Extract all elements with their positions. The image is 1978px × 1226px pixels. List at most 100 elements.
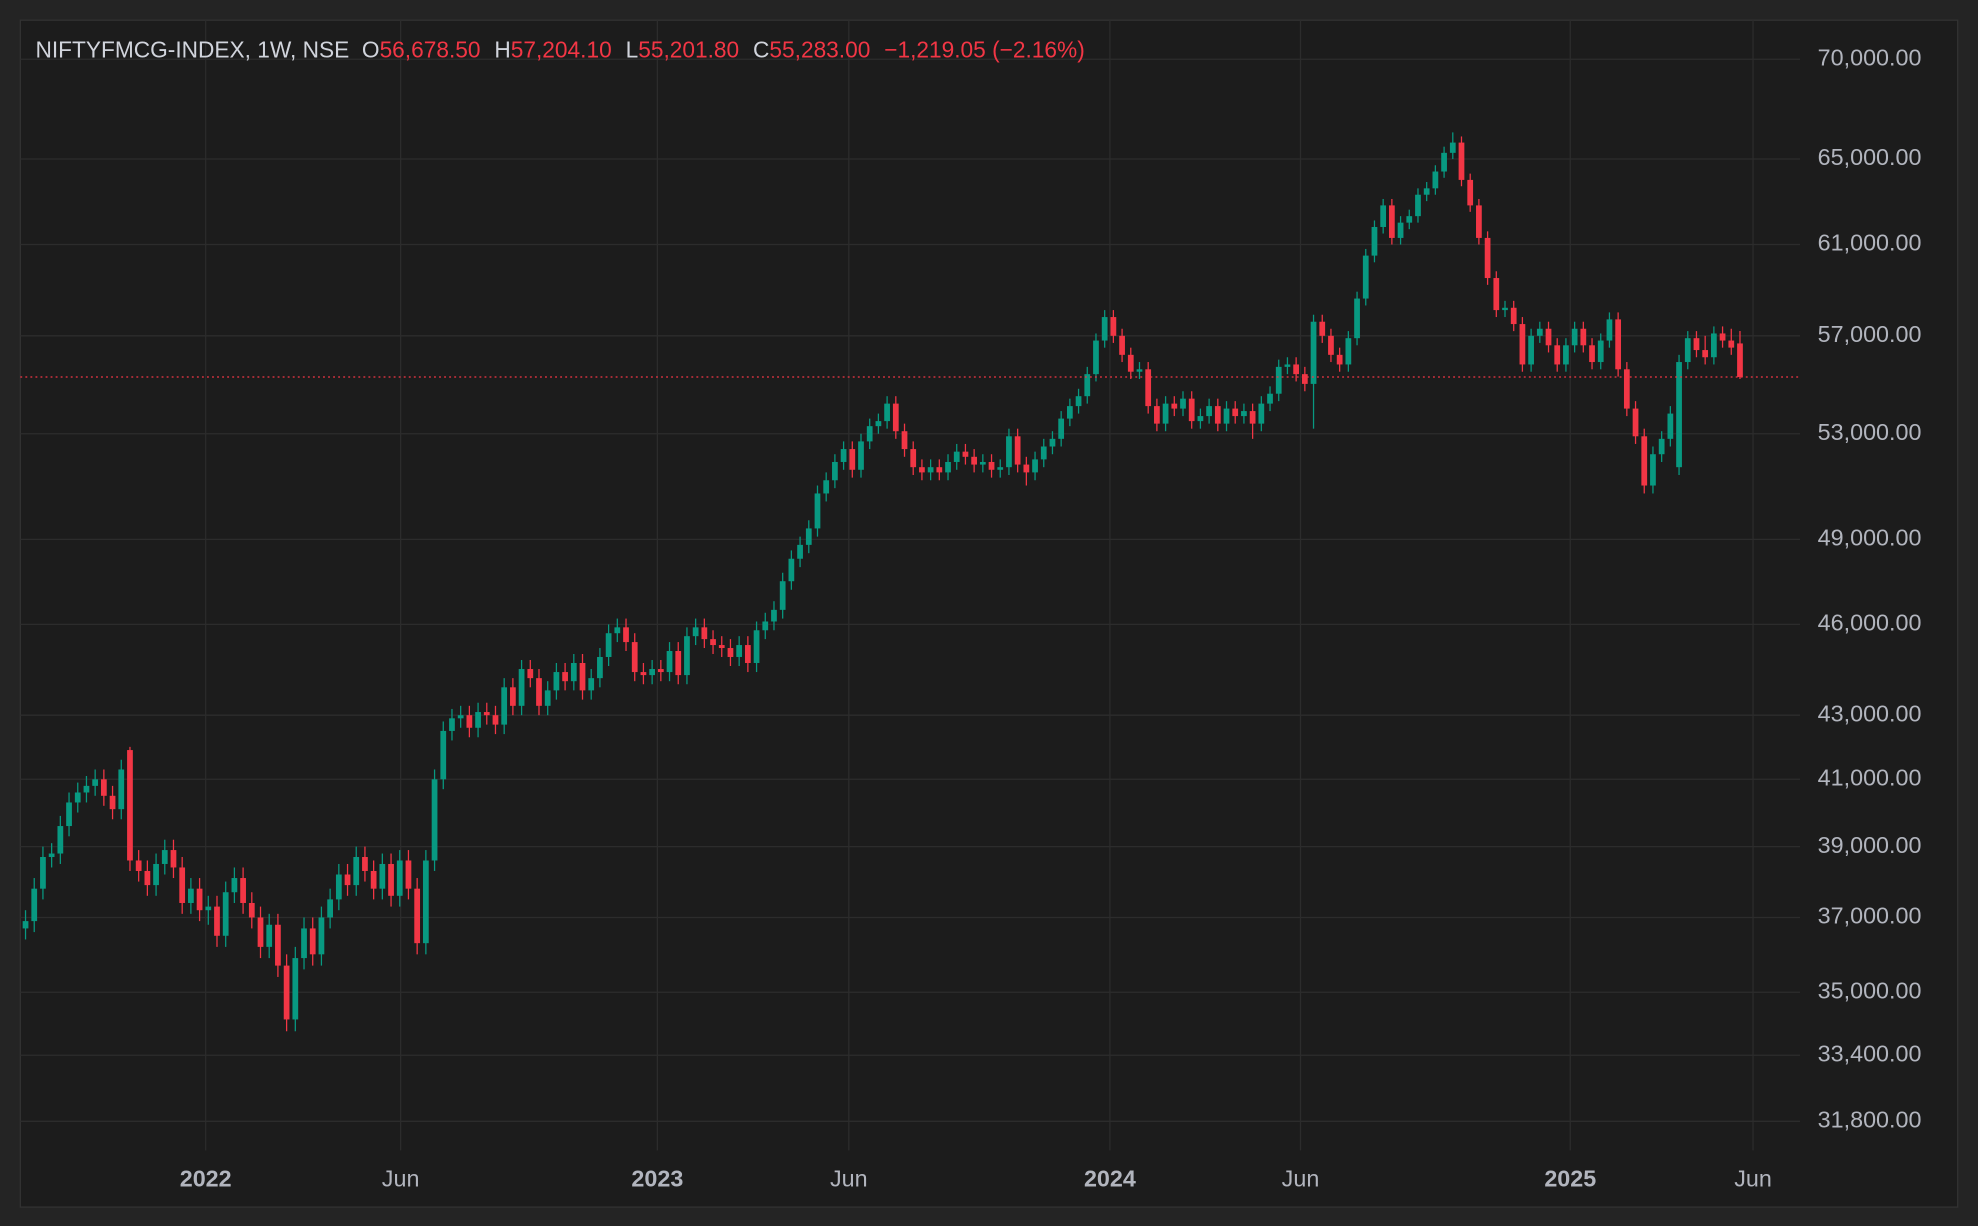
candle-body: [1693, 338, 1700, 351]
candle-body: [1223, 408, 1230, 424]
candle-body: [1162, 403, 1169, 424]
candle-body: [1615, 319, 1622, 370]
candle-body: [301, 928, 307, 959]
candle-body: [1154, 406, 1160, 424]
candle-body: [762, 621, 769, 631]
candle-body: [597, 656, 603, 679]
candle-body: [1371, 226, 1378, 256]
candle-body: [771, 609, 777, 622]
x-tick-label: Jun: [1734, 1166, 1772, 1192]
candle-body: [83, 785, 90, 793]
candle-body: [1702, 350, 1709, 358]
candle-body: [205, 906, 212, 911]
candle-body: [527, 669, 534, 679]
candle-body: [1641, 436, 1648, 486]
candle-body: [40, 856, 46, 889]
candle-body: [1032, 459, 1038, 473]
candle-body: [1597, 340, 1604, 363]
candle-body: [1319, 321, 1326, 336]
candle-body: [927, 467, 934, 473]
candle-body: [736, 645, 743, 657]
candle-body: [544, 690, 551, 706]
ohlc-value: 55,201.80: [638, 37, 739, 63]
candle-body: [1536, 328, 1543, 336]
candle-body: [1049, 438, 1056, 447]
candle-body: [1267, 393, 1273, 404]
candle-body: [1040, 446, 1047, 460]
candle-body: [431, 779, 438, 861]
candle-body: [501, 687, 508, 725]
candle-body: [414, 888, 421, 944]
candle-body: [196, 888, 203, 911]
candle-body: [979, 461, 986, 465]
candle-body: [814, 493, 821, 529]
candle-body: [283, 965, 290, 1020]
candle-body: [457, 715, 464, 719]
candle-body: [74, 792, 81, 803]
candle-body: [779, 581, 786, 610]
candle-body: [936, 467, 943, 473]
candle-body: [701, 627, 708, 640]
candle-body: [153, 863, 159, 886]
candle-body: [797, 544, 803, 559]
x-tick-label: 2022: [180, 1166, 232, 1192]
candle-body: [1354, 298, 1360, 339]
ohlc-value: 57,204.10: [511, 37, 612, 63]
candle-body: [1502, 307, 1508, 311]
x-tick-label: 2025: [1544, 1166, 1596, 1192]
candle-body: [1014, 436, 1021, 465]
y-tick-label: 57,000.00: [1818, 321, 1922, 347]
y-tick-label: 35,000.00: [1818, 977, 1922, 1003]
y-tick-label: 70,000.00: [1818, 44, 1922, 70]
candle-body: [849, 449, 856, 470]
ohlc-value: 55,283.00: [769, 37, 870, 63]
candle-body: [649, 669, 656, 676]
candle-body: [971, 456, 978, 465]
candle-body: [1563, 345, 1569, 365]
grid: [20, 20, 1801, 1151]
candle-body: [536, 678, 542, 706]
candle-body: [257, 917, 264, 947]
candle-body: [744, 645, 751, 663]
candle-body: [396, 860, 403, 896]
candle-body: [1006, 436, 1012, 468]
candle-body: [1476, 205, 1482, 238]
candle-body: [1310, 321, 1317, 384]
candle-body: [31, 888, 38, 922]
candle-body: [1728, 340, 1735, 348]
candle-body: [222, 892, 229, 936]
y-tick-label: 46,000.00: [1818, 610, 1922, 636]
candle-body: [1241, 411, 1247, 417]
candle-body: [1101, 317, 1108, 341]
x-tick-label: Jun: [1282, 1166, 1320, 1192]
candle-body: [1684, 338, 1691, 363]
ohlc-value: 56,678.50: [380, 37, 481, 63]
candle-body: [100, 779, 107, 796]
candle-body: [48, 853, 55, 857]
candle-body: [1093, 340, 1099, 375]
y-tick-label: 41,000.00: [1818, 764, 1922, 790]
candle-body: [1284, 364, 1291, 367]
candle-body: [1449, 142, 1456, 153]
candle-body: [666, 651, 673, 673]
candle-body: [901, 431, 908, 450]
candle-body: [1554, 345, 1561, 365]
candle-body: [179, 867, 186, 903]
candle-body: [1380, 205, 1387, 227]
candle-body: [388, 863, 394, 896]
candle-body: [718, 645, 725, 649]
candle-body: [1606, 319, 1613, 341]
ohlc-label: O: [362, 37, 380, 63]
candle-body: [832, 461, 838, 481]
candle-body: [657, 669, 664, 673]
candle-body: [1719, 333, 1726, 341]
candle-body: [422, 860, 429, 944]
candle-body: [710, 639, 716, 646]
candle-body: [1362, 255, 1369, 299]
candle-body: [1458, 142, 1465, 180]
candle-body: [170, 850, 177, 868]
candle-body: [614, 627, 621, 634]
candle-body: [353, 856, 360, 886]
candle-body: [1214, 406, 1221, 424]
